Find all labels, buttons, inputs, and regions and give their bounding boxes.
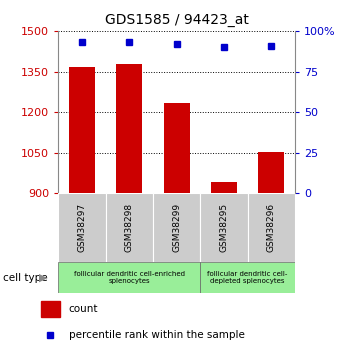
Text: GSM38299: GSM38299	[172, 203, 181, 252]
FancyBboxPatch shape	[248, 193, 295, 262]
Text: follicular dendritic cell-enriched
splenocytes: follicular dendritic cell-enriched splen…	[74, 271, 185, 284]
Title: GDS1585 / 94423_at: GDS1585 / 94423_at	[105, 13, 249, 27]
Text: GSM38297: GSM38297	[78, 203, 86, 252]
Text: count: count	[69, 304, 98, 314]
Bar	[164, 104, 190, 193]
FancyBboxPatch shape	[153, 193, 200, 262]
Text: percentile rank within the sample: percentile rank within the sample	[69, 330, 245, 339]
FancyBboxPatch shape	[200, 193, 248, 262]
Bar	[211, 183, 237, 193]
Bar	[41, 301, 60, 317]
Text: ▶: ▶	[39, 273, 48, 283]
Bar	[116, 64, 142, 193]
FancyBboxPatch shape	[58, 193, 106, 262]
Bar	[69, 67, 95, 193]
FancyBboxPatch shape	[106, 193, 153, 262]
Bar	[258, 152, 284, 193]
Text: follicular dendritic cell-
depleted splenocytes: follicular dendritic cell- depleted sple…	[208, 271, 288, 284]
Text: GSM38295: GSM38295	[220, 203, 228, 252]
Text: GSM38296: GSM38296	[267, 203, 276, 252]
Text: GSM38298: GSM38298	[125, 203, 134, 252]
FancyBboxPatch shape	[58, 262, 200, 293]
FancyBboxPatch shape	[200, 262, 295, 293]
Text: cell type: cell type	[3, 273, 48, 283]
